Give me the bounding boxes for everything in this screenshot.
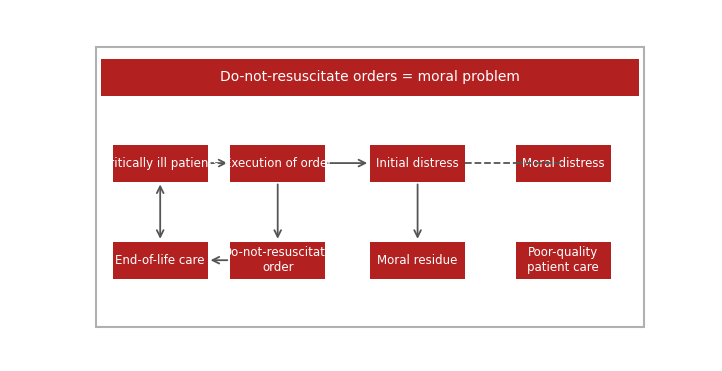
FancyBboxPatch shape (96, 47, 644, 327)
Text: Poor-quality
patient care: Poor-quality patient care (527, 246, 599, 274)
FancyBboxPatch shape (230, 144, 326, 182)
Text: Moral residue: Moral residue (378, 254, 458, 267)
FancyBboxPatch shape (113, 144, 208, 182)
FancyBboxPatch shape (516, 144, 611, 182)
FancyBboxPatch shape (113, 242, 208, 279)
FancyBboxPatch shape (101, 59, 639, 96)
Text: Initial distress: Initial distress (376, 157, 459, 170)
Text: End-of-life care: End-of-life care (116, 254, 205, 267)
FancyBboxPatch shape (230, 242, 326, 279)
Text: Execution of order: Execution of order (224, 157, 332, 170)
Text: Moral distress: Moral distress (522, 157, 604, 170)
FancyBboxPatch shape (370, 242, 465, 279)
FancyBboxPatch shape (370, 144, 465, 182)
FancyBboxPatch shape (516, 242, 611, 279)
Text: Do-not-resuscitate orders = moral problem: Do-not-resuscitate orders = moral proble… (220, 70, 520, 84)
Text: Critically ill patients: Critically ill patients (101, 157, 219, 170)
Text: Do-not-resuscitate
order: Do-not-resuscitate order (222, 246, 333, 274)
